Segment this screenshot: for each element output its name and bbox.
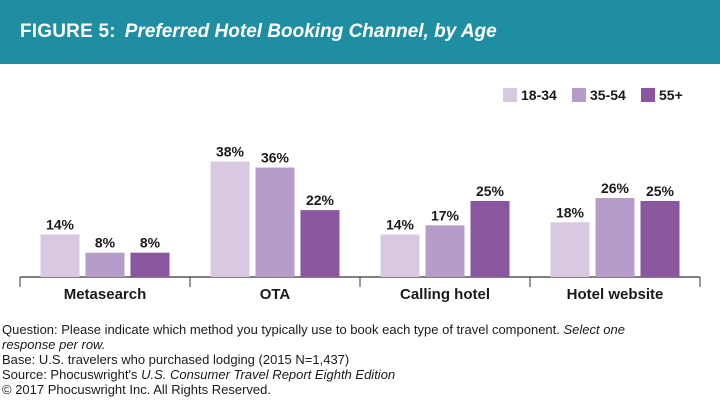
bar-metasearch-55plus bbox=[130, 252, 170, 277]
bar-ota-35-54 bbox=[255, 167, 295, 277]
question-note: Question: Please indicate which method y… bbox=[2, 322, 718, 352]
bar-hotel-website-18-34 bbox=[550, 222, 590, 277]
data-label: 14% bbox=[386, 216, 415, 232]
legend-swatch bbox=[503, 88, 517, 102]
bar-calling-hotel-55plus bbox=[470, 201, 510, 277]
legend-swatch bbox=[641, 88, 655, 102]
bar-metasearch-35-54 bbox=[85, 252, 125, 277]
category-label: Calling hotel bbox=[400, 286, 490, 303]
data-label: 36% bbox=[261, 150, 290, 166]
bar-chart: 14% 8% 8% Metasearch 38% 36% 22% OTA 14% 17% 25% Ca… bbox=[19, 87, 701, 303]
data-label: 8% bbox=[140, 235, 161, 251]
bar-hotel-website-55plus bbox=[640, 201, 680, 277]
category-label: OTA bbox=[260, 286, 291, 303]
question-text: Question: Please indicate which method y… bbox=[2, 322, 560, 337]
bar-hotel-website-35-54 bbox=[595, 197, 635, 277]
data-label: 38% bbox=[216, 143, 245, 159]
bar-metasearch-18-34 bbox=[40, 234, 80, 277]
legend-label: 55+ bbox=[659, 87, 683, 103]
category-label: Metasearch bbox=[64, 286, 147, 303]
legend-label: 18-34 bbox=[521, 87, 557, 103]
bar-calling-hotel-35-54 bbox=[425, 225, 465, 277]
bar-ota-18-34 bbox=[210, 161, 250, 277]
copyright-note: © 2017 Phocuswright Inc. All Rights Rese… bbox=[2, 382, 271, 397]
chart-notes: Question: Please indicate which method y… bbox=[2, 322, 718, 397]
data-label: 25% bbox=[476, 183, 505, 199]
legend-label: 35-54 bbox=[590, 87, 626, 103]
figure-banner: FIGURE 5: Preferred Hotel Booking Channe… bbox=[0, 0, 720, 64]
source-text: Source: Phocuswright's bbox=[2, 367, 138, 382]
source-title: U.S. Consumer Travel Report Eighth Editi… bbox=[141, 367, 396, 382]
question-italic-1: Select one bbox=[563, 322, 625, 337]
legend-swatch bbox=[572, 88, 586, 102]
bar-calling-hotel-18-34 bbox=[380, 234, 420, 277]
data-label: 14% bbox=[46, 216, 75, 232]
base-note: Base: U.S. travelers who purchased lodgi… bbox=[2, 352, 350, 367]
figure-title: Preferred Hotel Booking Channel, by Age bbox=[124, 21, 497, 42]
data-label: 26% bbox=[601, 180, 630, 196]
data-label: 8% bbox=[95, 235, 116, 251]
bar-ota-55plus bbox=[300, 210, 340, 277]
data-label: 22% bbox=[306, 192, 335, 208]
question-italic-2: response per row. bbox=[2, 337, 106, 352]
data-label: 17% bbox=[431, 207, 460, 223]
figure-label: FIGURE 5: bbox=[20, 21, 116, 42]
category-label: Hotel website bbox=[567, 286, 664, 303]
data-label: 18% bbox=[556, 204, 585, 220]
source-note: Source: Phocuswright's U.S. Consumer Tra… bbox=[2, 367, 718, 382]
data-label: 25% bbox=[646, 183, 675, 199]
